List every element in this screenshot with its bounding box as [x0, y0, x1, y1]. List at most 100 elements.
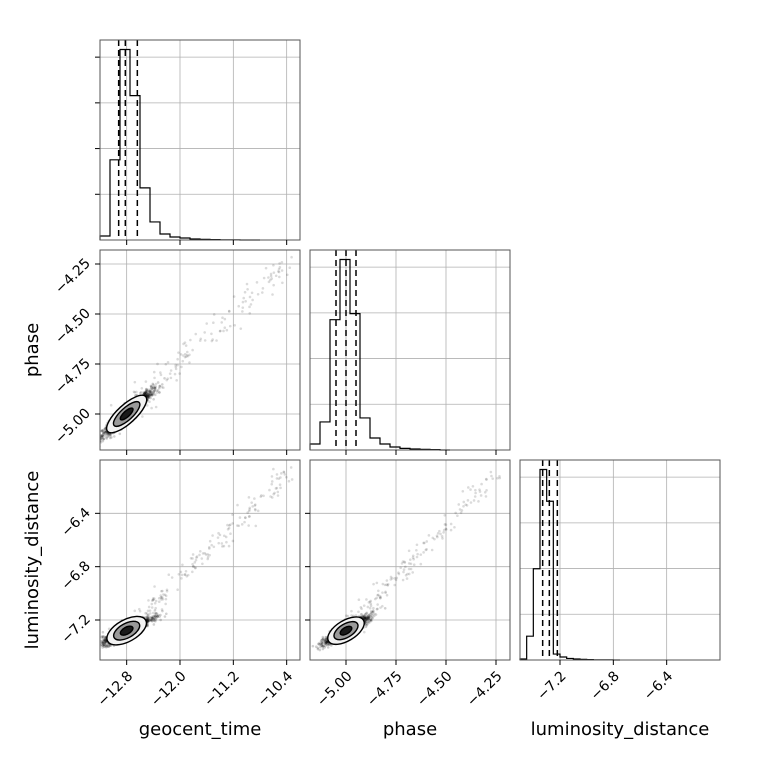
sample-point — [96, 443, 99, 446]
density-contour — [119, 407, 134, 421]
sample-point — [430, 548, 434, 552]
sample-point — [160, 589, 163, 593]
sample-point — [279, 486, 282, 490]
sample-point — [91, 649, 94, 652]
sample-point — [145, 404, 149, 407]
sample-point — [324, 642, 327, 645]
sample-point — [385, 583, 389, 586]
sample-point — [237, 524, 241, 528]
sample-point — [206, 553, 210, 556]
sample-point — [151, 382, 155, 386]
sample-point — [143, 391, 147, 394]
sample-point — [370, 610, 373, 614]
sample-point — [244, 516, 247, 520]
sample-point — [145, 388, 149, 391]
sample-point — [153, 388, 156, 392]
sample-point — [101, 630, 105, 634]
sample-point — [281, 281, 284, 285]
sample-point — [326, 646, 330, 649]
sample-point — [496, 476, 499, 480]
sample-point — [194, 558, 198, 562]
sample-point — [150, 616, 154, 620]
sample-point — [146, 393, 150, 396]
sample-point — [148, 615, 152, 619]
sample-point — [166, 377, 170, 381]
sample-point — [151, 611, 155, 615]
sample-point — [320, 641, 324, 645]
sample-point — [177, 351, 180, 354]
sample-point — [159, 613, 162, 617]
sample-point — [409, 562, 413, 566]
sample-point — [139, 390, 143, 394]
sample-point — [147, 395, 150, 398]
sample-point — [217, 541, 221, 545]
sample-point — [369, 618, 373, 622]
sample-point — [146, 393, 150, 397]
sample-point — [370, 609, 373, 613]
sample-point — [406, 572, 409, 576]
sample-point — [101, 637, 105, 640]
sample-point — [228, 324, 232, 328]
sample-point — [140, 386, 144, 390]
sample-point — [290, 478, 294, 481]
sample-point — [101, 635, 104, 638]
sample-point — [144, 391, 147, 395]
sample-point — [151, 386, 155, 390]
sample-point — [378, 595, 381, 598]
sample-point — [240, 523, 244, 526]
sample-point — [146, 620, 150, 624]
sample-point — [365, 616, 369, 620]
sample-point — [363, 630, 366, 634]
sample-point — [254, 524, 258, 528]
sample-point — [369, 602, 373, 606]
sample-point — [407, 572, 411, 576]
sample-point — [207, 546, 211, 549]
sample-point — [224, 535, 228, 539]
sample-point — [226, 527, 230, 531]
sample-point — [94, 644, 97, 647]
sample-point — [247, 515, 251, 518]
sample-point — [422, 551, 425, 554]
sample-point — [364, 625, 368, 629]
sample-point — [102, 643, 106, 646]
sample-point — [146, 622, 150, 626]
panel-frame — [99, 249, 301, 451]
sample-point — [137, 607, 141, 611]
sample-point — [138, 609, 142, 613]
histogram-geocent_time — [95, 39, 301, 245]
sample-point — [330, 644, 333, 647]
sample-point — [411, 556, 415, 559]
sample-point — [390, 577, 394, 580]
sample-point — [156, 389, 160, 392]
sample-point — [102, 437, 106, 441]
sample-point — [471, 485, 475, 488]
sample-point — [150, 599, 154, 602]
sample-point — [367, 617, 371, 620]
sample-point — [185, 353, 189, 357]
sample-point — [106, 432, 110, 436]
sample-point — [101, 639, 104, 643]
x-tick-label: −11.2 — [201, 668, 243, 710]
sample-point — [178, 372, 181, 375]
sample-point — [363, 616, 366, 620]
sample-point — [274, 487, 278, 490]
histogram-phase — [309, 249, 511, 455]
sample-point — [360, 613, 364, 616]
sample-point — [150, 394, 154, 397]
sample-point — [152, 391, 155, 395]
sample-point — [101, 429, 104, 433]
sample-point — [92, 647, 95, 650]
sample-point — [155, 614, 158, 618]
sample-point — [167, 573, 171, 577]
sample-point — [90, 644, 93, 647]
sample-point — [100, 429, 103, 433]
sample-point — [107, 627, 111, 631]
sample-point — [97, 439, 100, 442]
sample-point — [423, 541, 426, 545]
sample-point — [264, 266, 268, 270]
sample-point — [479, 494, 483, 497]
sample-point — [478, 488, 481, 491]
sample-point — [218, 533, 222, 537]
sample-point — [212, 321, 215, 325]
sample-point — [323, 639, 327, 643]
